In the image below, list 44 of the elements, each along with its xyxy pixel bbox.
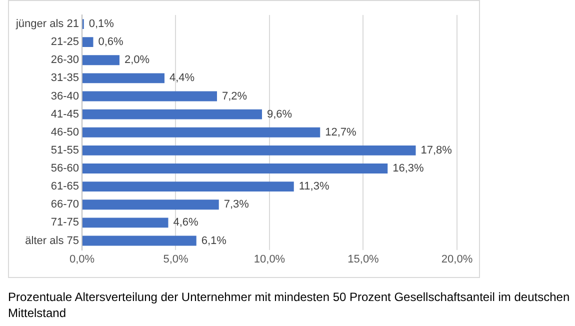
bar <box>82 127 320 138</box>
y-tick-label: 61-65 <box>50 180 79 193</box>
y-tick-label: 21-25 <box>50 36 79 48</box>
data-label: 7,2% <box>222 90 248 102</box>
data-label: 2,0% <box>124 54 150 66</box>
data-label: 16,3% <box>392 162 424 175</box>
x-tick-label: 15,0% <box>348 253 380 266</box>
data-label: 0,6% <box>98 36 124 48</box>
bar <box>82 37 94 48</box>
x-tick-label: 10,0% <box>254 253 286 266</box>
bar <box>82 91 217 102</box>
bar <box>82 236 196 246</box>
y-tick-label: 26-30 <box>50 54 79 66</box>
data-label: 4,6% <box>173 216 199 229</box>
bar <box>82 182 294 192</box>
bar <box>82 55 120 66</box>
data-label: 0,1% <box>88 18 114 30</box>
bar <box>82 145 416 156</box>
y-tick-label: 46-50 <box>50 126 79 138</box>
text: Prozentuale Altersverteilung der Unternehmer mit mindesten 50 Prozent Gesellschaftsanteil im deutschen Mittelstand <box>8 289 571 321</box>
y-tick-label: 56-60 <box>50 162 79 175</box>
y-tick-label: 71-75 <box>50 216 79 229</box>
data-label: 4,4% <box>169 72 195 84</box>
y-tick-label: 66-70 <box>50 198 79 211</box>
data-label: 9,6% <box>266 108 292 120</box>
bar <box>82 73 164 84</box>
bar <box>82 218 168 228</box>
data-label: 12,7% <box>325 126 357 138</box>
y-tick-label: 31-35 <box>50 72 79 84</box>
data-label: 11,3% <box>298 180 330 193</box>
bar <box>82 164 388 174</box>
data-label: 7,3% <box>224 198 250 211</box>
bar <box>82 109 262 120</box>
x-tick-label: 20,0% <box>441 253 473 266</box>
data-label: 17,8% <box>420 144 452 156</box>
y-tick-label: 41-45 <box>50 108 79 120</box>
data-label: 6,1% <box>201 234 227 247</box>
y-tick-label: 36-40 <box>50 90 79 102</box>
x-tick-label: 5,0% <box>163 253 188 266</box>
y-tick-label: 51-55 <box>50 144 79 156</box>
y-tick-label: jünger als 21 <box>14 18 79 30</box>
x-tick-label: 0,0% <box>69 253 95 266</box>
y-tick-label: älter als 75 <box>25 234 79 247</box>
bar <box>82 200 219 210</box>
